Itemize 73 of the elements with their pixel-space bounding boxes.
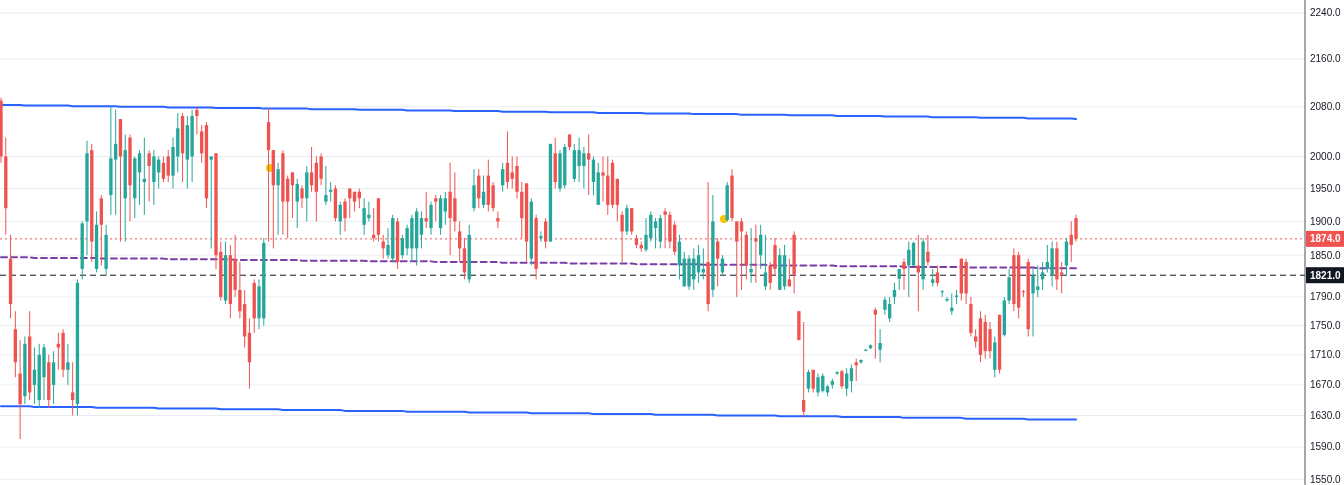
candlestick — [1074, 214, 1078, 243]
candlestick — [199, 124, 204, 164]
candlestick — [835, 370, 839, 376]
y-tick-label: 1750.0 — [1310, 320, 1342, 332]
candlestick — [658, 214, 663, 249]
candlestick — [801, 321, 806, 418]
candlestick — [787, 258, 792, 287]
candlestick — [195, 106, 199, 135]
candlestick — [1064, 237, 1069, 277]
candlestick — [290, 171, 295, 219]
candlestick — [300, 184, 304, 209]
candlestick — [849, 364, 854, 393]
candlestick — [419, 210, 424, 249]
candlestick — [309, 146, 314, 193]
candlestick — [625, 204, 629, 236]
y-tick-label: 2000.0 — [1310, 150, 1342, 162]
candlestick — [644, 217, 648, 253]
y-tick-label: 2240.0 — [1310, 7, 1342, 19]
candlestick — [70, 361, 75, 417]
candlestick — [472, 168, 476, 212]
candlestick — [988, 321, 992, 360]
y-tick-label: 2160.0 — [1310, 53, 1342, 65]
candlestick — [859, 358, 863, 365]
candlestick — [601, 155, 605, 203]
candlestick — [343, 197, 347, 232]
y-tick-label: 1710.0 — [1310, 349, 1342, 361]
candlestick — [295, 178, 299, 229]
candlestick — [147, 149, 151, 203]
candlestick — [166, 149, 170, 183]
candlestick — [324, 165, 328, 206]
candlestick — [543, 217, 548, 249]
candlestick — [754, 224, 758, 284]
candlestick — [586, 133, 591, 196]
ref-line-label: 1821.0 — [1310, 269, 1342, 281]
ref-line-label: 1874.0 — [1310, 233, 1342, 245]
y-tick-label: 1950.0 — [1310, 183, 1342, 195]
candlestick — [973, 328, 978, 348]
candlestick — [749, 227, 753, 284]
candlestick — [677, 234, 682, 280]
candlestick — [539, 230, 543, 243]
candlestick — [854, 358, 858, 382]
candlestick — [1031, 268, 1035, 337]
y-tick-label: 1630.0 — [1310, 410, 1342, 422]
y-tick-label: 1590.0 — [1310, 441, 1342, 453]
candlestick — [66, 343, 70, 386]
y-tick-label: 1790.0 — [1310, 291, 1342, 303]
candlestick — [911, 241, 916, 267]
candlestick — [816, 373, 820, 397]
candlestick — [1007, 268, 1011, 305]
candlestick — [51, 350, 56, 405]
candlestick — [1040, 261, 1045, 291]
candlestick — [429, 201, 433, 236]
candlestick — [907, 241, 911, 298]
candlestick — [878, 328, 882, 363]
candlestick — [840, 369, 844, 390]
candlestick — [735, 220, 739, 298]
line-series — [0, 103, 1077, 121]
candlestick — [434, 194, 438, 222]
candlestick — [935, 265, 940, 287]
y-tick-label: 1550.0 — [1310, 473, 1342, 485]
candlestick — [653, 217, 658, 249]
line-series — [0, 405, 1077, 421]
y-tick-label: 1670.0 — [1310, 379, 1342, 391]
y-tick-label: 1850.0 — [1310, 249, 1342, 261]
candlestick — [276, 162, 280, 236]
y-tick-label: 2080.0 — [1310, 101, 1342, 113]
candlestick — [113, 109, 118, 216]
candlestick — [806, 369, 811, 393]
candlestick — [496, 210, 500, 229]
candlestick — [209, 155, 213, 249]
candlestick — [902, 258, 906, 291]
y-tick-label: 1900.0 — [1310, 215, 1342, 227]
candlestick — [32, 346, 37, 405]
